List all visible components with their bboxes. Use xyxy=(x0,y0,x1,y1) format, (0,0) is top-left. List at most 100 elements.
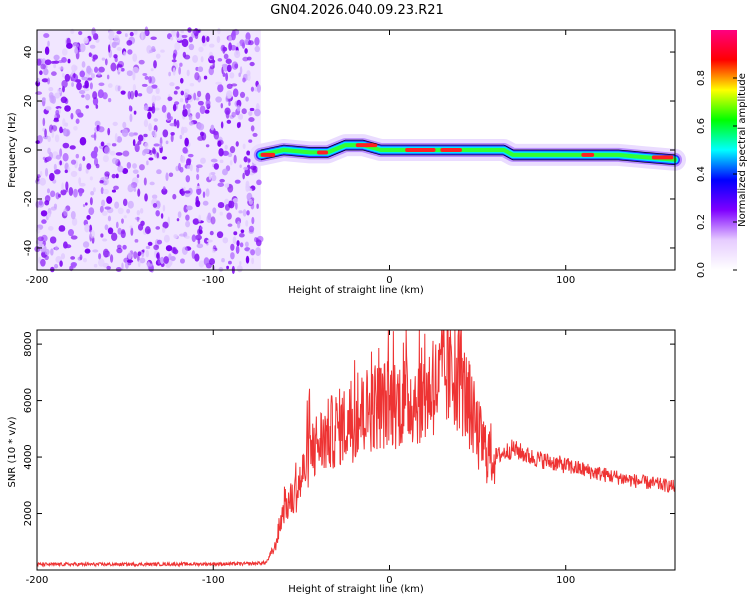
noise-dot xyxy=(169,82,175,87)
noise-dot xyxy=(225,72,229,82)
noise-dot xyxy=(70,210,76,220)
noise-dot xyxy=(187,153,194,158)
noise-dot xyxy=(44,167,49,177)
noise-dot xyxy=(100,187,104,195)
noise-dot xyxy=(48,86,54,92)
noise-dot xyxy=(162,186,166,191)
noise-dot xyxy=(173,234,178,239)
noise-dot xyxy=(209,230,214,236)
noise-dot xyxy=(128,105,132,112)
noise-dot xyxy=(68,186,74,196)
noise-dot xyxy=(108,30,115,36)
noise-dot xyxy=(195,234,202,241)
noise-dot xyxy=(162,204,166,212)
noise-dot xyxy=(195,97,200,101)
noise-dot xyxy=(256,84,262,93)
noise-dot xyxy=(101,57,106,61)
noise-dot xyxy=(188,121,194,126)
noise-dot xyxy=(102,154,109,163)
noise-dot xyxy=(145,249,150,258)
noise-dot xyxy=(170,133,174,143)
noise-dot xyxy=(168,71,171,77)
noise-dot xyxy=(72,42,79,48)
noise-dot xyxy=(153,60,157,69)
noise-dot xyxy=(222,72,226,77)
noise-dot xyxy=(54,169,61,175)
noise-dot xyxy=(66,42,73,49)
spectrogram-xlabel: Height of straight line (km) xyxy=(288,285,424,296)
noise-dot xyxy=(111,189,117,193)
noise-dot xyxy=(161,104,167,113)
noise-dot xyxy=(98,66,105,73)
noise-dot xyxy=(53,117,59,121)
noise-dot xyxy=(122,150,130,157)
noise-dot xyxy=(146,160,149,166)
ridge-outline-top xyxy=(260,139,676,156)
noise-dot xyxy=(186,69,190,77)
noise-dot xyxy=(61,72,65,78)
noise-dot xyxy=(199,105,206,115)
noise-dot xyxy=(85,202,88,206)
noise-dot xyxy=(69,145,76,150)
noise-dot xyxy=(46,188,51,194)
noise-dot xyxy=(41,244,45,249)
colorbar-tick-label: 0.8 xyxy=(696,70,707,86)
noise-dot xyxy=(106,74,110,80)
noise-dot xyxy=(159,142,163,149)
noise-dot xyxy=(81,94,85,98)
noise-dot xyxy=(88,52,92,58)
noise-dot xyxy=(44,128,47,138)
noise-dot xyxy=(167,96,173,102)
noise-dot xyxy=(242,42,246,49)
noise-dot xyxy=(136,216,140,222)
noise-dot xyxy=(241,108,247,115)
noise-dot xyxy=(107,227,114,235)
noise-dot xyxy=(179,134,183,140)
noise-dot xyxy=(239,261,242,266)
noise-dot xyxy=(70,256,76,260)
noise-dot xyxy=(165,140,169,145)
noise-dot xyxy=(170,131,175,136)
noise-dot xyxy=(231,61,239,70)
noise-dot xyxy=(55,245,58,251)
noise-dot xyxy=(155,53,161,59)
noise-dot xyxy=(43,68,49,76)
noise-dot xyxy=(98,253,102,260)
noise-dot xyxy=(46,77,51,85)
noise-dot xyxy=(232,88,239,98)
noise-dot xyxy=(238,121,241,128)
noise-dot xyxy=(92,249,99,253)
noise-dot xyxy=(187,107,191,116)
noise-dot xyxy=(213,131,220,140)
noise-dot xyxy=(132,139,136,147)
noise-dot xyxy=(162,221,169,229)
noise-dot xyxy=(149,181,155,186)
noise-dot xyxy=(144,142,149,149)
noise-dot xyxy=(73,188,78,198)
noise-dot xyxy=(133,110,137,115)
noise-dot xyxy=(141,83,148,87)
noise-dot xyxy=(151,106,156,114)
noise-dot xyxy=(218,148,224,157)
noise-dot xyxy=(97,126,105,133)
noise-dot xyxy=(244,241,249,248)
noise-dot xyxy=(139,164,145,171)
noise-dot xyxy=(126,70,133,77)
noise-dot xyxy=(148,75,152,84)
noise-dot xyxy=(147,106,153,111)
noise-dot xyxy=(231,83,238,87)
noise-dot xyxy=(160,213,164,219)
noise-dot xyxy=(165,172,169,182)
noise-dot xyxy=(239,113,244,120)
snr-ticks: -200 -100 0 100 2000 4000 6000 8000 xyxy=(23,330,675,586)
noise-dot xyxy=(132,66,140,74)
noise-dot xyxy=(197,123,205,131)
noise-dot xyxy=(122,168,129,174)
noise-dot xyxy=(183,186,186,192)
noise-dot xyxy=(236,265,243,273)
noise-dot xyxy=(116,247,123,254)
noise-dot xyxy=(137,134,144,142)
noise-dot xyxy=(121,218,124,224)
noise-dot xyxy=(221,258,225,263)
